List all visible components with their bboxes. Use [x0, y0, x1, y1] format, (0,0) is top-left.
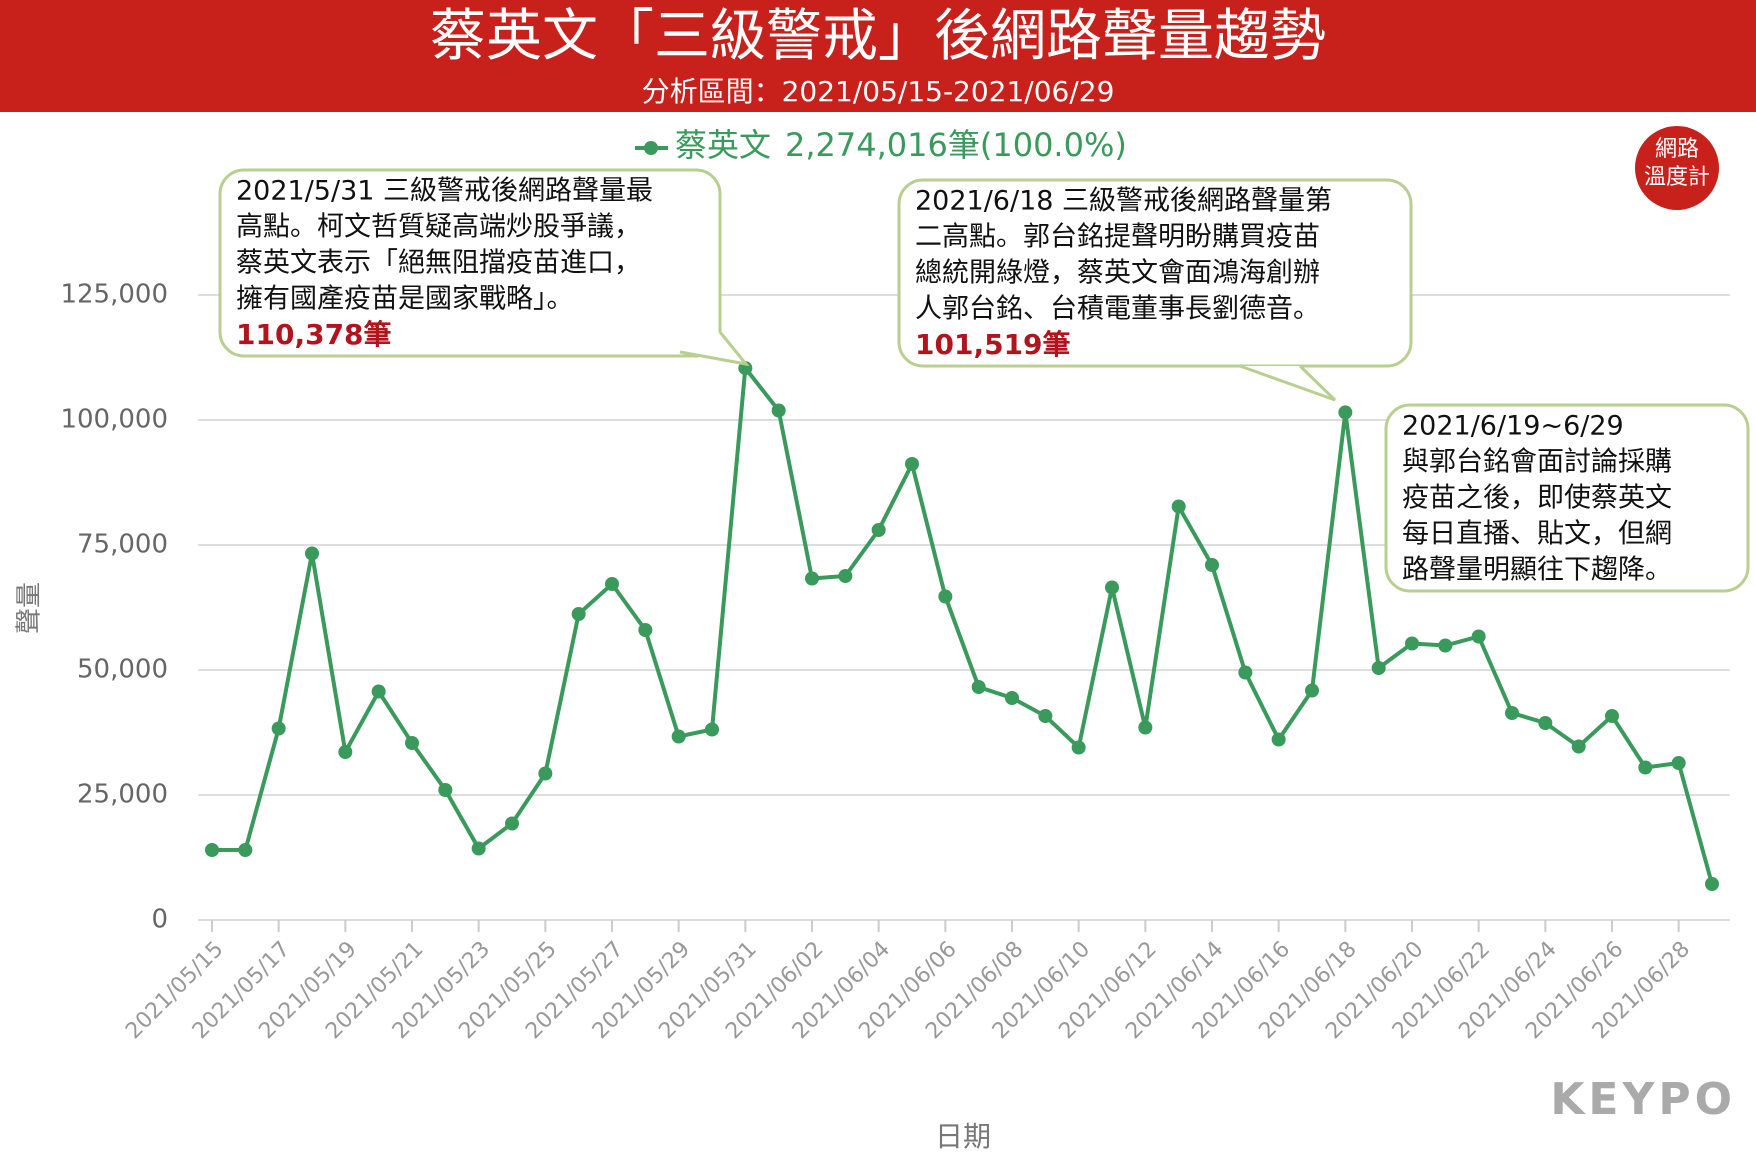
callout-tail: [1239, 364, 1337, 402]
data-point: [1205, 558, 1219, 572]
data-point: [1505, 706, 1519, 720]
data-point: [1005, 691, 1019, 705]
data-point: [1238, 665, 1253, 680]
data-point: [1471, 629, 1486, 644]
data-point: [205, 843, 219, 857]
legend-total: 2,274,016筆(100.0%): [785, 126, 1127, 164]
data-point: [971, 680, 986, 694]
data-point: [1605, 709, 1619, 723]
data-point: [305, 546, 319, 561]
data-point: [671, 729, 686, 744]
logo-text: 溫度計: [1644, 165, 1710, 190]
callout-text: 擁有國產疫苗是國家戰略」。: [236, 284, 574, 315]
data-point: [271, 721, 286, 736]
callout-value: 101,519筆: [915, 328, 1071, 361]
callout-text: 2021/5/31 三級警戒後網路聲量最: [236, 176, 653, 207]
chart-subtitle: 分析區間：2021/05/15-2021/06/29: [642, 75, 1115, 108]
data-point: [1538, 716, 1553, 730]
callout-text: 二高點。郭台銘提聲明盼購買疫苗: [915, 222, 1320, 253]
data-point: [771, 403, 786, 418]
data-point: [805, 571, 819, 586]
x-axis-label: 日期: [935, 1120, 991, 1153]
data-point: [505, 816, 519, 831]
callout-text: 2021/6/19~6/29: [1402, 411, 1624, 442]
data-point: [1171, 499, 1186, 514]
callout-text: 總統開綠燈，蔡英文會面鴻海創辦: [915, 258, 1320, 289]
data-point: [1638, 760, 1653, 775]
data-point: [871, 523, 886, 537]
data-point: [1305, 683, 1319, 698]
y-tick-label: 25,000: [77, 780, 168, 810]
y-tick-label: 50,000: [77, 655, 168, 685]
callout-text: 高點。柯文哲質疑高端炒股爭議，: [236, 212, 641, 243]
data-point: [938, 589, 953, 604]
data-point: [371, 684, 386, 699]
data-point: [1671, 756, 1686, 770]
callout-box: [1384, 403, 1750, 593]
data-point: [571, 607, 586, 621]
data-point: [705, 722, 719, 737]
data-point: [638, 623, 653, 637]
callout-tail: [679, 331, 750, 367]
data-point: [471, 841, 486, 856]
data-point: [905, 457, 919, 471]
callout-value: 110,378筆: [236, 318, 392, 351]
data-point: [1038, 709, 1053, 723]
data-point: [338, 745, 353, 759]
callout-text: 路聲量明顯往下趨降。: [1402, 555, 1672, 586]
data-point: [1571, 739, 1586, 754]
callout-box: [897, 178, 1413, 368]
callout-text: 每日直播、貼文，但網: [1402, 519, 1672, 550]
callout-text: 疫苗之後，即使蔡英文: [1402, 483, 1672, 514]
data-point: [838, 569, 853, 583]
chart-title: 蔡英文「三級警戒」後網路聲量趨勢: [430, 4, 1326, 69]
data-point: [405, 736, 419, 750]
data-point: [1105, 580, 1119, 595]
data-point: [1405, 636, 1419, 651]
brand: KEYPO: [1550, 1074, 1736, 1125]
data-point: [538, 766, 553, 781]
data-point: [1438, 638, 1453, 653]
logo-badge: [1635, 126, 1719, 210]
data-point: [238, 843, 253, 857]
data-point: [438, 783, 453, 797]
data-point: [1071, 740, 1086, 755]
data-point: [1705, 877, 1719, 891]
callout-text: 人郭台銘、台積電董事長劉德音。: [915, 294, 1320, 325]
data-point: [1338, 405, 1353, 420]
y-axis-label: 聲量: [15, 582, 45, 634]
legend-marker: [644, 141, 658, 155]
data-point: [1371, 661, 1386, 675]
y-tick-label: 100,000: [60, 405, 168, 435]
title-bar: [0, 0, 1756, 112]
data-line: [212, 362, 1714, 885]
callout-text: 2021/6/18 三級警戒後網路聲量第: [915, 186, 1332, 217]
legend-label: 蔡英文: [675, 126, 771, 164]
logo-text: 網路: [1655, 137, 1699, 162]
data-point: [1271, 732, 1286, 747]
y-tick-label: 75,000: [77, 530, 168, 560]
y-tick-label: 125,000: [60, 280, 168, 310]
callout-text: 與郭台銘會面討論採購: [1402, 447, 1672, 478]
callout-box: [218, 168, 722, 358]
data-point: [1138, 720, 1153, 735]
y-tick-label: 0: [151, 905, 168, 935]
callout-text: 蔡英文表示「絕無阻擋疫苗進口，: [236, 248, 641, 279]
data-point: [605, 577, 619, 591]
